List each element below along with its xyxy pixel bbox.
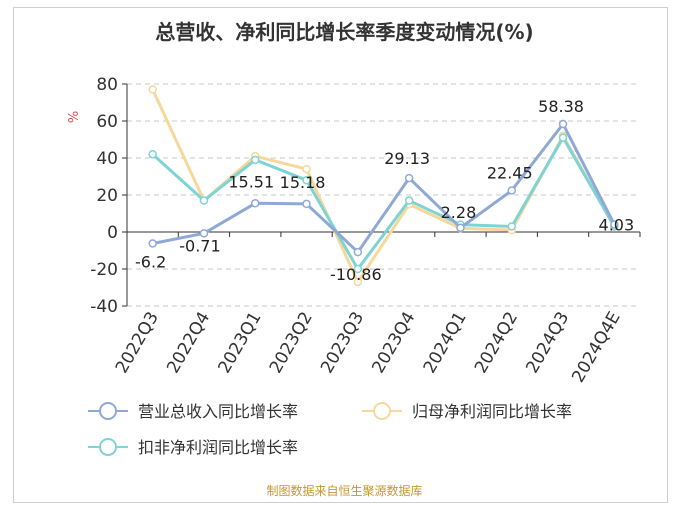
data-point — [353, 277, 363, 287]
data-point — [251, 199, 260, 208]
data-point — [558, 133, 568, 142]
x-tick-label: 2024Q1 — [420, 309, 471, 377]
data-point — [199, 229, 209, 238]
data-point — [404, 173, 414, 183]
data-point — [302, 199, 311, 209]
x-tick-label: 2024Q4E — [568, 309, 624, 387]
legend-item[interactable]: 归母净利润同比增长率 — [362, 402, 572, 421]
x-tick-label: 2023Q2 — [266, 309, 317, 377]
data-point — [507, 222, 516, 231]
y-tick-label: 80 — [96, 75, 118, 95]
legend-swatch-marker — [99, 402, 117, 420]
series-line-0 — [152, 122, 616, 254]
data-label: 15.51 — [228, 172, 274, 191]
data-point — [610, 220, 619, 229]
axes: 80 60 40 20 0 -20 -40% 2022Q3 2022Q4 2023Q1 2023Q2… — [67, 75, 641, 387]
legend-item[interactable]: 扣非净利润同比增长率 — [88, 438, 298, 457]
chart-title: 总营收、净利同比增长率季度变动情况(%) — [155, 20, 534, 44]
data-point — [251, 155, 260, 165]
data-label: 15.18 — [280, 173, 326, 192]
legend-swatch-marker — [99, 438, 117, 456]
source-note: 制图数据来自恒生聚源数据库 — [266, 484, 423, 498]
data-point — [148, 85, 157, 94]
data-label: 22.45 — [487, 163, 533, 182]
y-tick-label: 60 — [96, 112, 118, 132]
y-tick-label: 20 — [96, 186, 118, 206]
data-label: 29.13 — [384, 149, 430, 168]
x-tick-label: 2022Q3 — [112, 309, 163, 377]
data-label: 58.38 — [538, 97, 584, 116]
x-tick-label: 2023Q3 — [317, 309, 368, 377]
x-tick-label: 2024Q2 — [471, 309, 522, 377]
data-label: -6.2 — [135, 252, 166, 271]
data-point — [456, 223, 465, 233]
legend-item[interactable]: 营业总收入同比增长率 — [88, 402, 298, 421]
y-tick-label: -20 — [90, 260, 118, 280]
chart-frame — [13, 7, 668, 503]
x-tick-label: 2023Q4 — [368, 309, 419, 377]
data-point — [148, 239, 157, 248]
data-point — [404, 196, 414, 205]
y-tick-label: 0 — [107, 223, 118, 243]
y-tick-label: -40 — [90, 297, 118, 317]
y-axis-unit: % — [67, 111, 82, 123]
data-label: 2.28 — [441, 203, 477, 222]
data-point — [302, 175, 311, 185]
legend-swatch-marker — [373, 402, 391, 420]
series-line-2 — [151, 136, 616, 271]
data-point — [507, 186, 516, 195]
data-label: -0.71 — [179, 236, 220, 255]
legend-label: 归母净利润同比增长率 — [412, 402, 572, 421]
data-labels: -6.2 -0.71 15.51 15.18 -10.86 29.13 2.28 22.45 5… — [135, 97, 634, 284]
data-point — [558, 119, 568, 129]
grid-lines — [127, 83, 640, 307]
data-point — [353, 247, 363, 257]
data-point — [302, 164, 311, 174]
data-label: 4.03 — [599, 216, 635, 235]
x-tick-label: 2023Q1 — [215, 309, 266, 377]
data-label: -10.86 — [330, 265, 382, 284]
data-point — [199, 196, 209, 205]
data-point — [353, 264, 363, 274]
x-tick-label: 2024Q3 — [522, 309, 573, 377]
legend-label: 扣非净利润同比增长率 — [138, 438, 298, 457]
series-lines — [148, 85, 619, 287]
x-tick-label: 2022Q4 — [163, 309, 214, 377]
legend-label: 营业总收入同比增长率 — [138, 402, 298, 421]
y-tick-label: 40 — [96, 149, 118, 169]
data-point — [148, 150, 157, 159]
